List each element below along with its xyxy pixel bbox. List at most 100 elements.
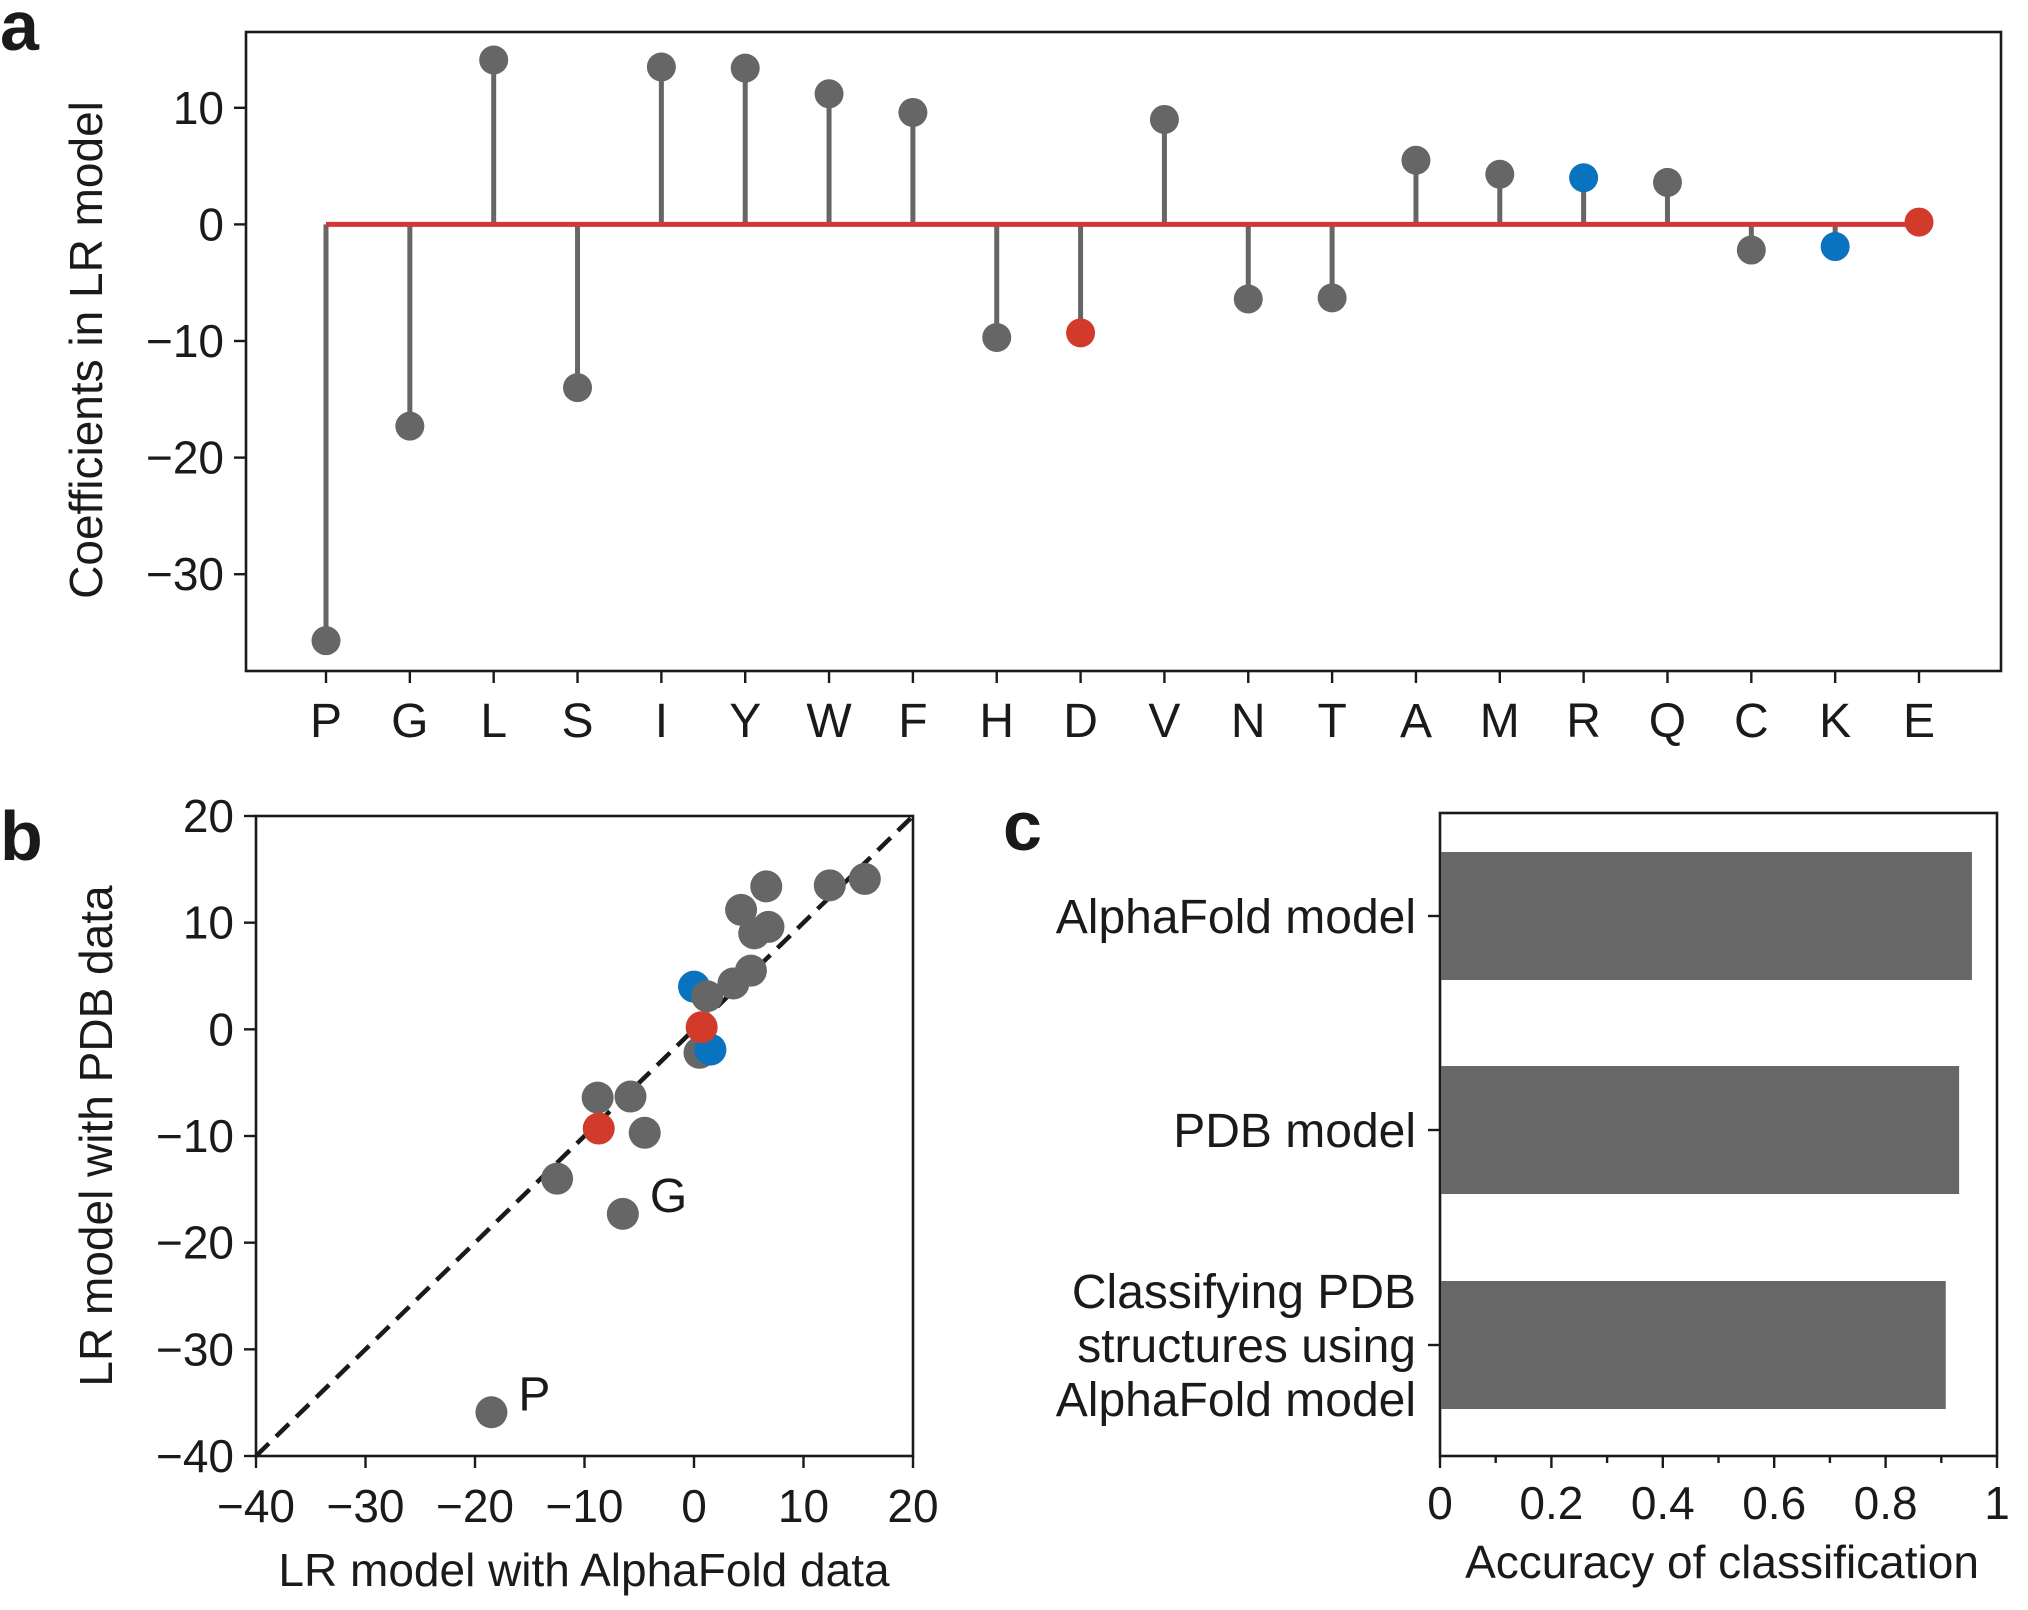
bar-category-label: AlphaFold model <box>1056 1374 1416 1427</box>
x-tick-label-a: A <box>1400 695 1432 748</box>
bar-category-label: AlphaFold model <box>1056 891 1416 944</box>
x-tick-label-a: G <box>391 695 428 748</box>
x-tick-label-b: −20 <box>436 1480 514 1532</box>
stem-marker <box>982 323 1012 353</box>
scatter-point <box>614 1080 647 1113</box>
x-tick-label-a: N <box>1231 695 1266 748</box>
plot-frame-a <box>244 30 2003 673</box>
stem-marker <box>1904 207 1934 237</box>
x-tick-label-a: H <box>979 695 1014 748</box>
y-tick-label-a: 0 <box>198 198 224 250</box>
x-tick-label-c: 0.4 <box>1631 1477 1695 1529</box>
stem-marker <box>1485 159 1515 189</box>
stem-marker <box>730 53 760 83</box>
x-tick-label-b: 20 <box>887 1480 938 1532</box>
x-tick-label-a: M <box>1480 695 1520 748</box>
stem-marker <box>1317 283 1347 313</box>
accuracy-bar <box>1441 1066 1960 1194</box>
scatter-point <box>628 1116 661 1149</box>
stem-marker <box>1569 163 1599 193</box>
y-tick-label-a: −30 <box>146 548 224 600</box>
x-tick-label-a: Q <box>1649 695 1686 748</box>
x-tick-label-a: R <box>1566 695 1601 748</box>
x-tick-label-a: I <box>655 695 668 748</box>
stem-marker <box>1401 145 1431 175</box>
scatter-point <box>848 862 881 895</box>
scatter-point <box>734 954 767 987</box>
x-tick-label-b: 0 <box>681 1480 707 1532</box>
x-tick-label-c: 0.8 <box>1854 1477 1918 1529</box>
x-tick-label-a: C <box>1734 695 1769 748</box>
y-axis-label-a: Coefficients in LR model <box>60 101 112 599</box>
bar-category-label: Classifying PDB <box>1072 1266 1416 1319</box>
bar-chart-panel-c: Accuracy of classification AlphaFold mod… <box>1056 811 2010 1588</box>
x-axis-label-c: Accuracy of classification <box>1465 1536 1979 1588</box>
x-tick-label-b: 10 <box>778 1480 829 1532</box>
panel-label-a: a <box>0 0 40 65</box>
accuracy-bar <box>1441 852 1972 980</box>
bar-category-label: structures using <box>1077 1320 1416 1373</box>
x-tick-label-c: 0.6 <box>1742 1477 1806 1529</box>
y-tick-label-b: 10 <box>183 897 234 949</box>
x-tick-label-a: T <box>1317 695 1346 748</box>
x-tick-label-c: 0 <box>1427 1477 1453 1529</box>
stem-marker <box>479 45 509 75</box>
y-tick-label-a: 10 <box>173 82 224 134</box>
stem-marker <box>395 411 425 441</box>
point-label: P <box>518 1368 550 1421</box>
y-tick-label-b: 20 <box>183 790 234 842</box>
stem-marker <box>1066 318 1096 348</box>
stem-marker <box>1736 235 1766 265</box>
x-tick-label-a: S <box>562 695 594 748</box>
panel-label-b: b <box>0 797 43 875</box>
y-tick-label-b: −20 <box>156 1217 234 1269</box>
x-axis-label-b: LR model with AlphaFold data <box>278 1544 890 1596</box>
scatter-point <box>813 869 846 902</box>
scatter-point <box>752 910 785 943</box>
stem-marker <box>1820 232 1850 262</box>
scatter-point <box>750 870 783 903</box>
x-tick-label-a: V <box>1148 695 1180 748</box>
stem-marker <box>814 79 844 109</box>
stem-marker <box>1652 167 1682 197</box>
x-tick-label-a: W <box>806 695 852 748</box>
scatter-point <box>582 1112 615 1145</box>
panel-label-c: c <box>1003 787 1042 865</box>
x-tick-label-a: K <box>1819 695 1851 748</box>
stem-marker <box>646 52 676 82</box>
stem-marker <box>1233 284 1263 314</box>
scatter-point <box>725 893 758 926</box>
scatter-chart-panel-b: LR model with AlphaFold data LR model wi… <box>70 790 939 1596</box>
x-tick-label-a: P <box>310 695 342 748</box>
x-tick-label-b: −10 <box>545 1480 623 1532</box>
scatter-point <box>581 1081 614 1114</box>
x-tick-label-c: 0.2 <box>1519 1477 1583 1529</box>
y-tick-label-b: −10 <box>156 1110 234 1162</box>
stem-marker <box>563 373 593 403</box>
stem-marker <box>1149 104 1179 134</box>
point-label: G <box>650 1170 687 1223</box>
x-tick-label-b: −30 <box>326 1480 404 1532</box>
x-tick-label-a: L <box>480 695 507 748</box>
y-tick-label-b: −30 <box>156 1323 234 1375</box>
y-tick-label-a: −10 <box>146 315 224 367</box>
x-tick-label-a: F <box>898 695 927 748</box>
stem-marker <box>898 97 928 127</box>
stem-marker <box>311 626 341 656</box>
bar-category-label: PDB model <box>1173 1105 1416 1158</box>
scatter-point <box>475 1396 508 1429</box>
scatter-point <box>691 980 724 1013</box>
x-tick-label-c: 1 <box>1984 1477 2010 1529</box>
y-tick-label-b: −40 <box>156 1430 234 1482</box>
y-tick-label-a: −20 <box>146 432 224 484</box>
x-tick-label-a: D <box>1063 695 1098 748</box>
x-tick-label-b: −40 <box>217 1480 295 1532</box>
accuracy-bar <box>1441 1281 1946 1409</box>
y-axis-label-b: LR model with PDB data <box>70 885 122 1387</box>
identity-line <box>254 814 915 1458</box>
scatter-point <box>606 1197 639 1230</box>
scatter-point <box>541 1162 574 1195</box>
x-tick-label-a: Y <box>729 695 761 748</box>
